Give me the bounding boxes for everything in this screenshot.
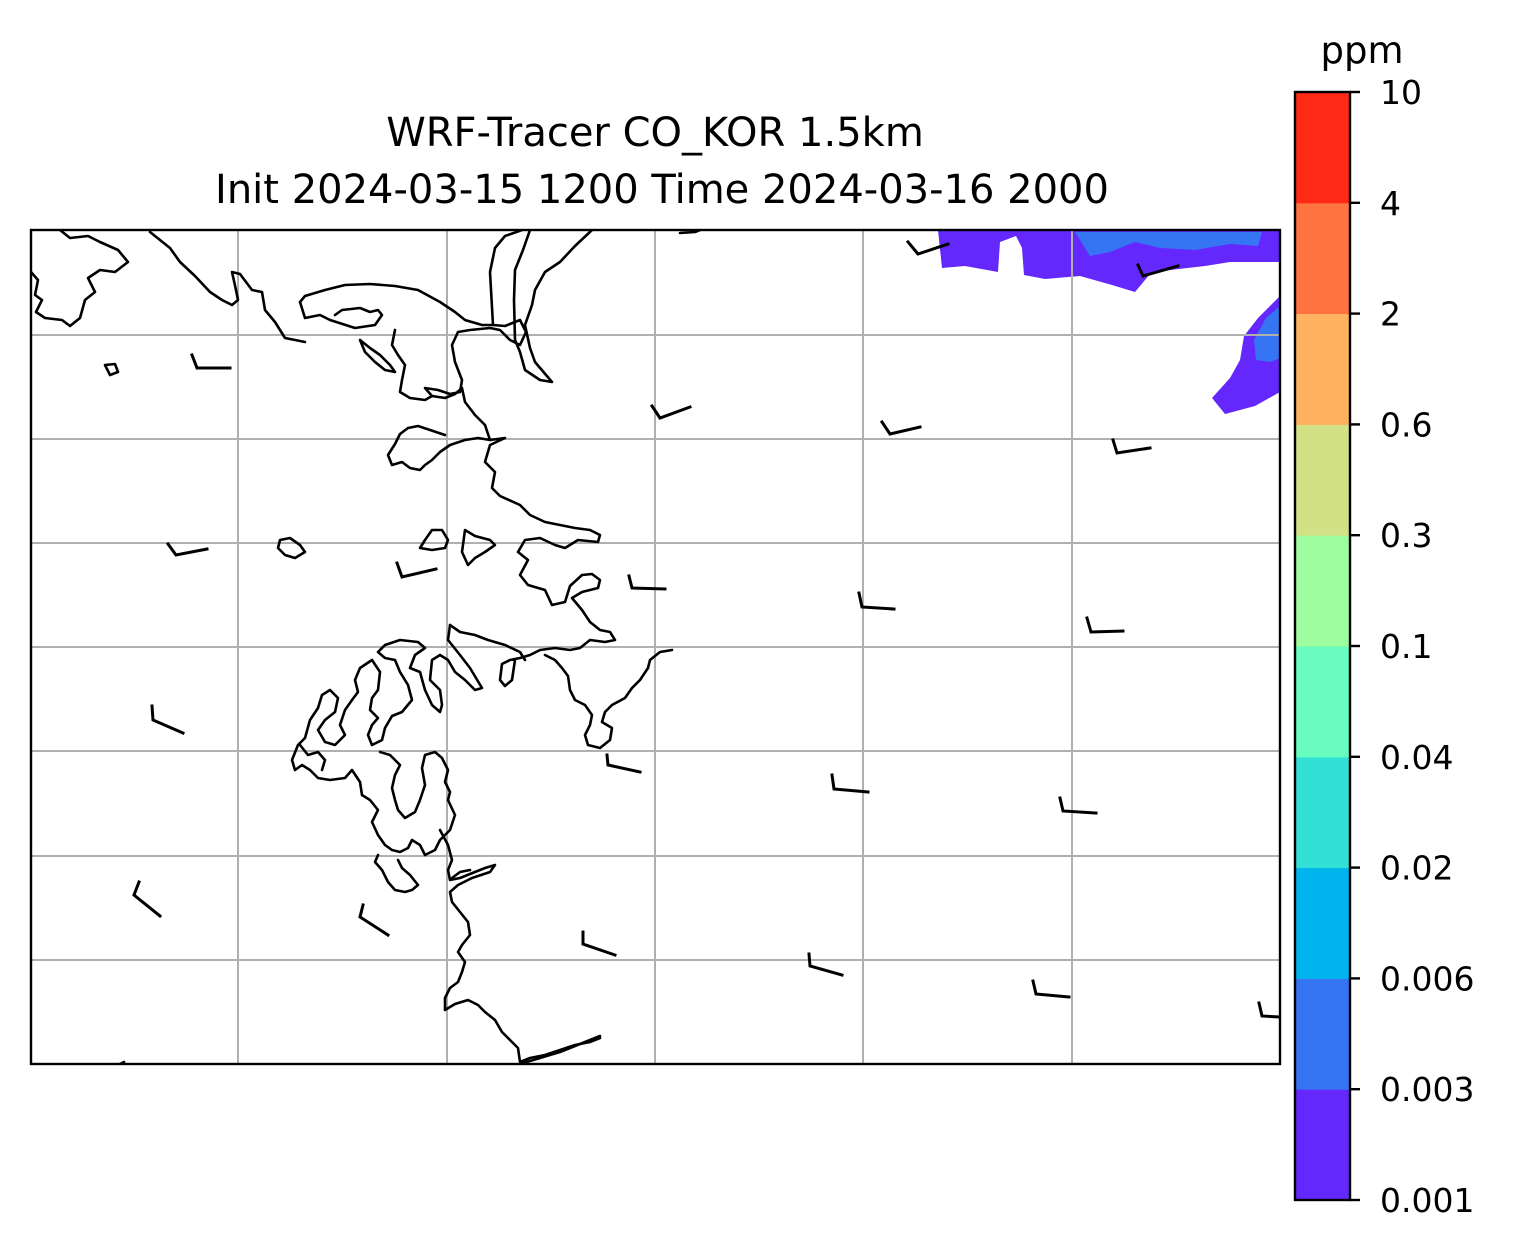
gridlines — [31, 230, 1280, 1064]
wind-barb — [1111, 438, 1152, 455]
colorbar-segment — [1295, 867, 1350, 979]
wind-barb — [1257, 1001, 1280, 1019]
wind-barb — [1085, 616, 1125, 634]
tracer-contours — [938, 230, 1280, 414]
wind-barb — [150, 704, 185, 735]
colorbar-tick-label: 10 — [1380, 73, 1422, 112]
colorbar-segment — [1295, 424, 1350, 536]
colorbar-tick-label: 0.04 — [1380, 738, 1453, 777]
wind-barb — [649, 403, 692, 420]
colorbar-segment — [1295, 646, 1350, 758]
wind-barb — [1058, 796, 1098, 815]
colorbar-tick-label: 0.3 — [1380, 516, 1432, 555]
colorbar-ticks: 0.001 0.003 0.006 0.02 0.04 0.1 0.3 0.6 2 4 10 — [1350, 73, 1474, 1220]
wind-barb — [857, 591, 896, 611]
wind-barb — [165, 541, 209, 557]
colorbar-frame — [1293, 90, 1352, 1202]
wind-barb — [190, 353, 232, 370]
map-area — [31, 230, 1280, 1064]
colorbar-tick-label: 0.003 — [1380, 1070, 1474, 1109]
colorbar-tick-label: 0.6 — [1380, 405, 1432, 444]
wind-barb — [358, 903, 391, 938]
colorbar-segment — [1295, 313, 1350, 425]
wind-barb — [1136, 263, 1180, 278]
wind-barb — [830, 773, 870, 794]
wind-barb — [807, 952, 844, 977]
colorbar-tick-label: 2 — [1380, 295, 1401, 334]
colorbar-segment — [1295, 978, 1350, 1090]
colorbar-tick-label: 0.02 — [1380, 849, 1453, 888]
coastlines — [31, 230, 702, 1064]
colorbar-segment — [1295, 92, 1350, 204]
wind-barbs — [132, 239, 1280, 1019]
colorbar-segment — [1295, 535, 1350, 647]
colorbar-segment — [1295, 202, 1350, 315]
colorbar-unit-label: ppm — [1320, 29, 1403, 72]
tracer-contour-mid — [1075, 232, 1262, 256]
wind-barb — [1031, 979, 1071, 999]
map-title-line-1: WRF-Tracer CO_KOR 1.5km — [386, 110, 924, 156]
wind-barb — [879, 419, 922, 436]
colorbar-tick-label: 0.1 — [1380, 627, 1432, 666]
colorbar-tick-label: 0.006 — [1380, 959, 1474, 998]
wind-barb — [905, 239, 950, 256]
wind-barb — [605, 753, 642, 774]
colorbar-tick-label: 4 — [1380, 184, 1401, 223]
wind-barb — [581, 930, 617, 957]
colorbar: ppm 0.001 0.003 0.006 0.02 0.04 0.1 0.3 0.6 2 4 10 — [1293, 29, 1474, 1220]
map-title-line-2: Init 2024-03-15 1200 Time 2024-03-16 200… — [215, 167, 1109, 213]
colorbar-segment — [1295, 756, 1350, 869]
map-frame — [29, 228, 1282, 1066]
wind-barb — [627, 574, 667, 591]
colorbar-segments — [1295, 92, 1350, 1201]
colorbar-tick-label: 0.001 — [1380, 1181, 1474, 1220]
colorbar-segment — [1295, 1089, 1350, 1201]
wind-barb — [395, 561, 438, 579]
wind-barb — [132, 880, 163, 919]
